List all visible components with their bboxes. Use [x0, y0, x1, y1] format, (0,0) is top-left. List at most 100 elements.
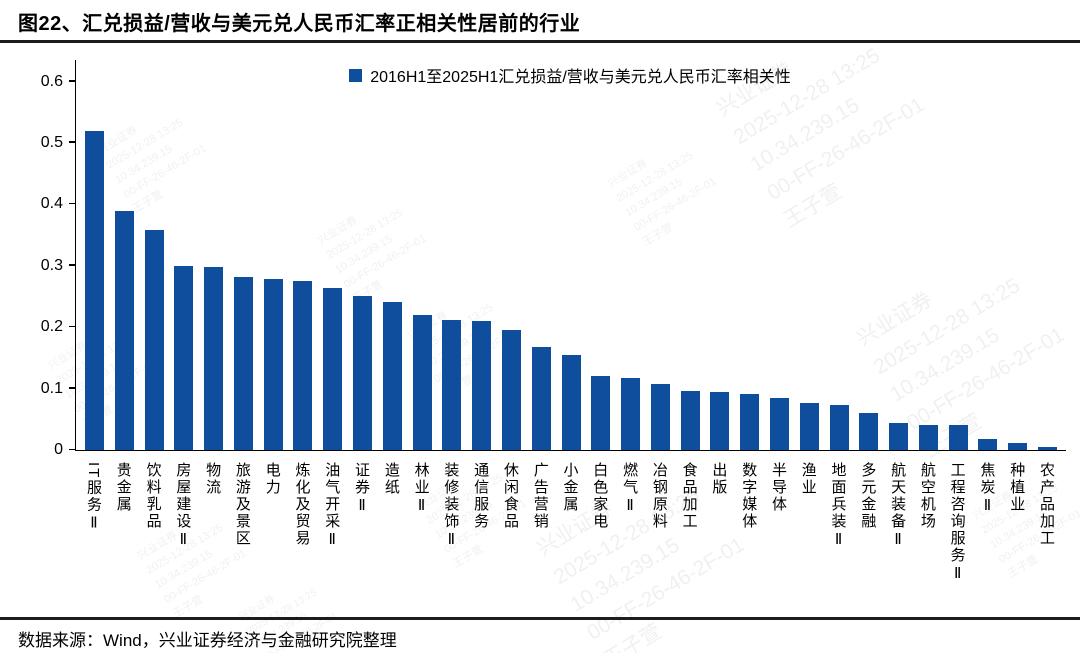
- bar-工程咨询服务Ⅱ: [948, 425, 968, 450]
- bar-地面兵装Ⅱ: [829, 404, 849, 450]
- bar-农产品加工: [1038, 446, 1057, 450]
- bar-食品加工: [680, 391, 700, 450]
- bar-航空机场: [918, 424, 938, 450]
- x-label-text: 种植业: [1008, 462, 1026, 513]
- y-axis-label-0.5: 0.5: [40, 133, 63, 151]
- y-axis-tick-0.2: [69, 325, 76, 328]
- bar-出版: [710, 392, 730, 450]
- bar-冶钢原料: [650, 383, 670, 450]
- y-axis-tick-0.3: [69, 264, 76, 266]
- x-label-text: 旅游及景区: [233, 462, 251, 547]
- x-label-证券Ⅱ: 证券Ⅱ: [352, 462, 371, 516]
- x-label-text: 数字媒体: [740, 462, 758, 530]
- bar-广告营销: [531, 346, 551, 450]
- x-label-渔业: 渔业: [799, 462, 818, 496]
- x-label-text: 证券Ⅱ: [353, 462, 371, 516]
- x-label-地面兵装Ⅱ: 地面兵装Ⅱ: [829, 462, 848, 550]
- y-axis-tick-0.6: [69, 80, 76, 82]
- footer-separator-line: [0, 617, 1080, 620]
- x-label-text: 冶钢原料: [650, 462, 668, 530]
- data-source-note: 数据来源：Wind，兴业证券经济与金融研究院整理: [18, 631, 397, 650]
- bar-物流: [204, 267, 224, 450]
- y-axis-label-0: 0: [54, 441, 63, 458]
- y-axis-tick-0.4: [69, 202, 76, 205]
- x-label-text: 装修装饰Ⅱ: [442, 462, 460, 550]
- x-label-text: 出版: [710, 462, 728, 496]
- x-label-text: 休闲食品: [501, 462, 519, 530]
- x-label-半导体: 半导体: [769, 462, 788, 513]
- x-label-物流: 物流: [203, 462, 222, 496]
- x-label-text: 造纸: [382, 462, 400, 496]
- x-label-text: 林业Ⅱ: [412, 462, 430, 516]
- x-label-text: 半导体: [769, 462, 787, 513]
- bar-渔业: [799, 402, 819, 450]
- x-label-text: 农产品加工: [1038, 462, 1055, 547]
- x-label-装修装饰Ⅱ: 装修装饰Ⅱ: [441, 462, 460, 550]
- x-label-林业Ⅱ: 林业Ⅱ: [412, 462, 431, 516]
- bar-焦炭Ⅱ: [978, 438, 998, 450]
- bar-IT服务Ⅱ: [85, 130, 104, 450]
- chart-legend: 2016H1至2025H1汇兑损益/营收与美元兑人民币汇率相关性: [75, 63, 1065, 87]
- x-label-航空机场: 航空机场: [918, 462, 937, 530]
- bar-燃气Ⅱ: [621, 377, 641, 450]
- y-axis-label-0.1: 0.1: [40, 379, 63, 397]
- x-label-数字媒体: 数字媒体: [739, 462, 758, 530]
- y-axis-tick-0: [69, 448, 76, 450]
- y-axis-tick-0.5: [69, 141, 76, 143]
- x-label-text: 渔业: [799, 462, 817, 496]
- x-label-冶钢原料: 冶钢原料: [650, 462, 669, 530]
- title-separator-line: [0, 40, 1080, 43]
- x-label-text: 焦炭Ⅱ: [978, 462, 996, 516]
- bar-电力: [263, 278, 283, 450]
- x-label-text: 小金属: [561, 462, 579, 513]
- x-label-text: 多元金融: [859, 462, 877, 530]
- x-label-燃气Ⅱ: 燃气Ⅱ: [620, 462, 639, 516]
- bar-通信服务: [472, 321, 492, 450]
- x-label-text: 通信服务: [472, 462, 490, 530]
- x-label-工程咨询服务Ⅱ: 工程咨询服务Ⅱ: [948, 462, 967, 584]
- x-label-text: 工程咨询服务Ⅱ: [948, 462, 966, 584]
- x-label-出版: 出版: [709, 462, 728, 496]
- x-label-text: 航空机场: [918, 462, 936, 530]
- bar-多元金融: [859, 413, 879, 450]
- x-label-造纸: 造纸: [382, 462, 401, 496]
- bar-装修装饰Ⅱ: [442, 319, 462, 450]
- bar-油气开采Ⅱ: [323, 287, 343, 450]
- bar-半导体: [769, 397, 789, 450]
- x-label-航天装备Ⅱ: 航天装备Ⅱ: [888, 462, 907, 550]
- x-label-饮料乳品: 饮料乳品: [144, 462, 163, 530]
- bar-数字媒体: [740, 394, 760, 450]
- x-label-text: 油气开采Ⅱ: [323, 462, 341, 550]
- bar-饮料乳品: [144, 230, 164, 450]
- y-axis-label-0.6: 0.6: [40, 72, 63, 90]
- bar-造纸: [382, 302, 402, 450]
- bar-旅游及景区: [233, 277, 253, 450]
- x-label-种植业: 种植业: [1007, 462, 1026, 513]
- bar-白色家电: [591, 375, 611, 450]
- x-label-休闲食品: 休闲食品: [501, 462, 520, 530]
- y-axis-tick-0.1: [69, 387, 76, 389]
- x-label-小金属: 小金属: [561, 462, 580, 513]
- bar-炼化及贸易: [293, 281, 313, 450]
- x-label-text: 饮料乳品: [144, 462, 162, 530]
- x-label-text: 航天装备Ⅱ: [889, 462, 907, 550]
- x-label-text: 白色家电: [591, 462, 609, 530]
- x-label-text: 物流: [204, 462, 222, 496]
- bars-container: [76, 60, 1066, 450]
- x-label-text: 燃气Ⅱ: [621, 462, 639, 516]
- x-label-炼化及贸易: 炼化及贸易: [292, 462, 311, 547]
- x-label-房屋建设Ⅱ: 房屋建设Ⅱ: [173, 462, 192, 550]
- x-label-广告营销: 广告营销: [531, 462, 550, 530]
- bar-小金属: [561, 355, 581, 450]
- bar-林业Ⅱ: [412, 314, 432, 450]
- x-label-text: 炼化及贸易: [293, 462, 311, 547]
- x-label-text: 广告营销: [531, 462, 549, 530]
- bar-贵金属: [114, 210, 134, 450]
- x-label-text: IT服务Ⅱ: [85, 462, 102, 534]
- bar-证券Ⅱ: [353, 295, 373, 450]
- x-label-旅游及景区: 旅游及景区: [233, 462, 252, 547]
- x-label-text: 房屋建设Ⅱ: [174, 462, 192, 550]
- x-axis-category-labels: IT服务Ⅱ 贵金属 饮料乳品 房屋建设Ⅱ 物流 旅游及景区 电力 炼化及贸易 油气开采Ⅱ 证券Ⅱ 造…: [75, 462, 1065, 620]
- bar-房屋建设Ⅱ: [174, 266, 194, 450]
- x-label-多元金融: 多元金融: [858, 462, 877, 530]
